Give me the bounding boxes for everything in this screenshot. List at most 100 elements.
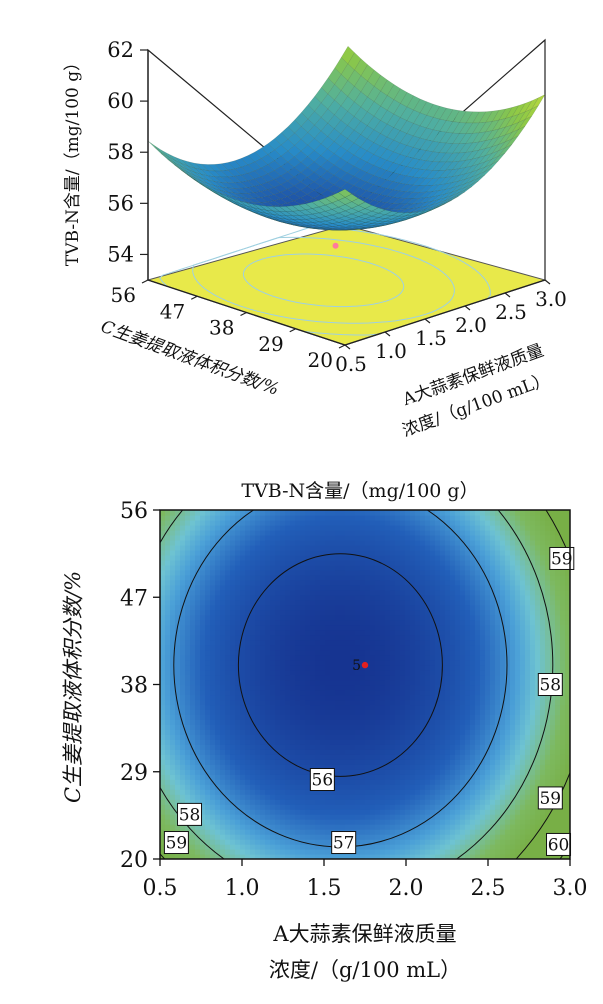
- heatmap-cell: [215, 739, 221, 745]
- heatmap-cell: [230, 605, 236, 611]
- heatmap-cell: [430, 799, 436, 805]
- heatmap-cell: [350, 555, 356, 561]
- heatmap-cell: [170, 729, 176, 735]
- heatmap-cell: [415, 570, 421, 576]
- heatmap-cell: [195, 615, 201, 621]
- heatmap-cell: [435, 610, 441, 616]
- heatmap-cell: [435, 734, 441, 740]
- heatmap-cell: [445, 665, 451, 671]
- heatmap-cell: [405, 540, 411, 546]
- heatmap-cell: [275, 585, 281, 591]
- heatmap-cell: [350, 630, 356, 636]
- heatmap-cell: [425, 799, 431, 805]
- heatmap-cell: [335, 625, 341, 631]
- heatmap-cell: [360, 690, 366, 696]
- heatmap-cell: [275, 605, 281, 611]
- heatmap-cell: [210, 685, 216, 691]
- heatmap-cell: [400, 660, 406, 666]
- heatmap-cell: [280, 555, 286, 561]
- heatmap-cell: [340, 739, 346, 745]
- heatmap-cell: [240, 739, 246, 745]
- heatmap-cell: [370, 804, 376, 810]
- heatmap-cell: [180, 695, 186, 701]
- heatmap-cell: [260, 714, 266, 720]
- heatmap-cell: [345, 680, 351, 686]
- heatmap-cell: [425, 530, 431, 536]
- heatmap-cell: [440, 600, 446, 606]
- heatmap-cell: [300, 615, 306, 621]
- heatmap-cell: [310, 590, 316, 596]
- heatmap-cell: [215, 809, 221, 815]
- heatmap-cell: [200, 789, 206, 795]
- heatmap-cell: [360, 630, 366, 636]
- heatmap-cell: [265, 814, 271, 820]
- heatmap-cell: [420, 575, 426, 581]
- heatmap-cell: [355, 724, 361, 730]
- heatmap-cell: [205, 530, 211, 536]
- heatmap-cell: [200, 520, 206, 526]
- heatmap-cell: [205, 640, 211, 646]
- heatmap-cell: [300, 794, 306, 800]
- heatmap-cell: [300, 640, 306, 646]
- heatmap-cell: [305, 535, 311, 541]
- heatmap-cell: [210, 799, 216, 805]
- heatmap-cell: [295, 555, 301, 561]
- heatmap-cell: [365, 774, 371, 780]
- heatmap-cell: [325, 535, 331, 541]
- heatmap-cell: [390, 744, 396, 750]
- heatmap-cell: [175, 610, 181, 616]
- heatmap-cell: [355, 744, 361, 750]
- heatmap-cell: [205, 695, 211, 701]
- heatmap-cell: [175, 600, 181, 606]
- heatmap-cell: [210, 714, 216, 720]
- heatmap-cell: [290, 700, 296, 706]
- heatmap-cell: [240, 819, 246, 825]
- heatmap-cell: [410, 695, 416, 701]
- heatmap-cell: [320, 670, 326, 676]
- heatmap-cell: [375, 719, 381, 725]
- heatmap-cell: [175, 555, 181, 561]
- heatmap-cell: [440, 709, 446, 715]
- heatmap-cell: [275, 729, 281, 735]
- heatmap-cell: [245, 595, 251, 601]
- heatmap-cell: [390, 605, 396, 611]
- heatmap-cell: [300, 754, 306, 760]
- heatmap-cell: [165, 754, 171, 760]
- heatmap-cell: [300, 729, 306, 735]
- heatmap-cell: [320, 610, 326, 616]
- heatmap-cell: [355, 595, 361, 601]
- y-tick-mark-3d: [290, 329, 296, 332]
- heatmap-cell: [220, 709, 226, 715]
- heatmap-cell: [200, 550, 206, 556]
- heatmap-cell: [355, 600, 361, 606]
- heatmap-cell: [190, 675, 196, 681]
- heatmap-cell: [350, 570, 356, 576]
- heatmap-cell: [420, 739, 426, 745]
- heatmap-cell: [250, 665, 256, 671]
- heatmap-cell: [160, 819, 166, 825]
- heatmap-cell: [405, 794, 411, 800]
- heatmap-cell: [170, 540, 176, 546]
- heatmap-cell: [360, 615, 366, 621]
- heatmap-cell: [330, 555, 336, 561]
- heatmap-cell: [305, 819, 311, 825]
- heatmap-cell: [425, 670, 431, 676]
- heatmap-cell: [285, 595, 291, 601]
- heatmap-cell: [265, 620, 271, 626]
- heatmap-cell: [305, 515, 311, 521]
- heatmap-cell: [330, 729, 336, 735]
- heatmap-cell: [220, 769, 226, 775]
- heatmap-cell: [355, 794, 361, 800]
- heatmap-cell: [440, 510, 446, 516]
- heatmap-cell: [390, 615, 396, 621]
- heatmap-cell: [280, 849, 286, 855]
- heatmap-cell: [240, 829, 246, 835]
- heatmap-cell: [385, 744, 391, 750]
- heatmap-cell: [365, 789, 371, 795]
- heatmap-cell: [295, 590, 301, 596]
- heatmap-cell: [410, 734, 416, 740]
- heatmap-cell: [215, 575, 221, 581]
- heatmap-cell: [205, 829, 211, 835]
- heatmap-cell: [325, 615, 331, 621]
